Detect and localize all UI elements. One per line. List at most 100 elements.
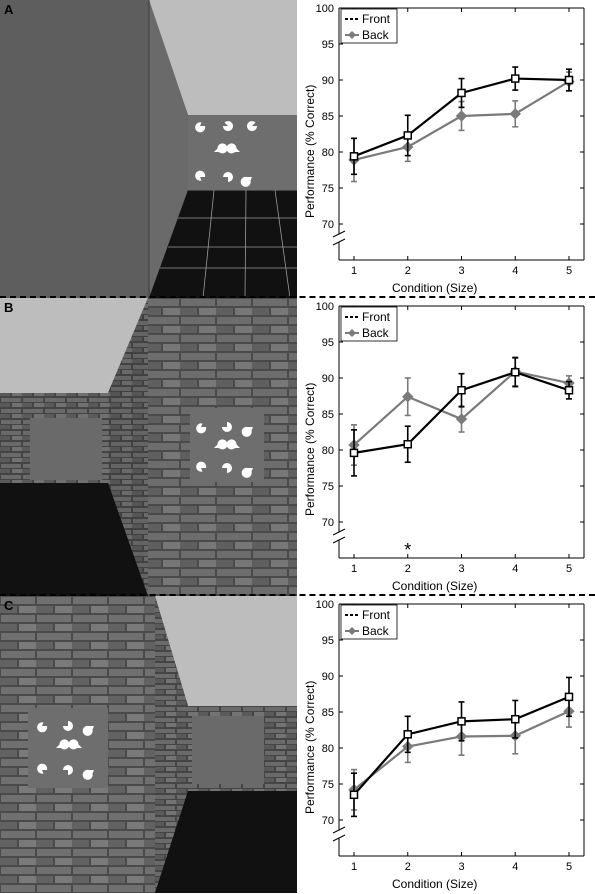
- y-tick-label: 70: [322, 219, 334, 231]
- data-point-back: [455, 110, 468, 122]
- x-tick-label: 4: [512, 563, 518, 575]
- x-tick-label: 3: [458, 563, 464, 575]
- legend-marker-back: [348, 329, 356, 337]
- chart-b: 70 75 80 85 90 95 100 1 2 3 4 5 Front Back * Performan…: [297, 298, 595, 596]
- x-tick-label: 5: [566, 861, 572, 873]
- data-point-front: [403, 439, 412, 449]
- y-tick-label: 95: [322, 337, 334, 349]
- data-point-front: [511, 367, 520, 377]
- legend: Front Back: [340, 604, 398, 640]
- y-tick-label: 100: [316, 301, 334, 313]
- axis-break-mark: [332, 826, 346, 834]
- x-tick-label: 2: [405, 861, 411, 873]
- x-tick-label: 4: [512, 265, 518, 277]
- y-tick-label: 95: [322, 39, 334, 51]
- data-point-back: [455, 413, 468, 425]
- y-tick-label: 85: [322, 111, 334, 123]
- data-point-front: [403, 730, 412, 739]
- data-point-front: [564, 385, 574, 395]
- corridor-scene-b: [0, 298, 297, 596]
- panel-letter-a: A: [4, 2, 14, 17]
- x-tick-label: 3: [458, 265, 464, 277]
- y-tick-label: 100: [316, 599, 334, 611]
- data-point-front: [511, 74, 520, 83]
- data-point-front: [457, 385, 466, 395]
- x-tick-label: 1: [351, 563, 357, 575]
- data-point-front: [457, 88, 466, 98]
- axis-break-mark: [332, 834, 346, 842]
- axis-break-mark: [332, 536, 346, 544]
- x-tick-label: 4: [512, 861, 518, 873]
- legend-marker-back: [348, 31, 356, 39]
- legend-label-front: Front: [362, 12, 391, 26]
- pacman-stimulus-b: [196, 422, 253, 478]
- panel-c: C 70 75 80 85 90 95 100 1 2 3 4 5 Front Back Performa…: [0, 596, 595, 894]
- legend-label-front: Front: [362, 608, 391, 622]
- significance-marker: *: [404, 540, 411, 560]
- chart-c: 70 75 80 85 90 95 100 1 2 3 4 5 Front Back Performanc…: [297, 596, 595, 894]
- legend: Front Back: [340, 8, 398, 44]
- x-axis-label: Condition (Size): [392, 281, 478, 295]
- corridor-scene-a: [0, 0, 297, 298]
- data-point-front: [403, 131, 412, 140]
- axis-break-mark: [332, 528, 346, 536]
- panel-b: B 70 75 80 85 90 95 100 1 2 3 4 5 Front Back * Perform…: [0, 298, 595, 596]
- data-point-back: [402, 391, 414, 403]
- pacman-stimulus-a: [195, 121, 258, 187]
- x-tick-label: 1: [351, 861, 357, 873]
- y-tick-label: 85: [322, 707, 334, 719]
- legend: Front Back: [340, 306, 398, 342]
- scene-image-c: C: [0, 596, 297, 894]
- y-tick-label: 80: [322, 445, 334, 457]
- axis-break-mark: [332, 230, 346, 238]
- y-tick-label: 75: [322, 481, 334, 493]
- data-point-back: [509, 108, 521, 120]
- legend-label-back: Back: [362, 624, 390, 638]
- x-axis-label: Condition (Size): [392, 579, 478, 593]
- data-point-front: [511, 714, 520, 724]
- y-tick-label: 90: [322, 671, 334, 683]
- y-tick-label: 95: [322, 635, 334, 647]
- data-point-front: [349, 152, 359, 161]
- panel-letter-b: B: [4, 300, 14, 315]
- y-tick-label: 80: [322, 743, 334, 755]
- data-point-front: [564, 75, 574, 85]
- y-axis-label: Performance (% Correct): [303, 84, 317, 218]
- legend-label-back: Back: [362, 28, 390, 42]
- x-tick-label: 5: [566, 563, 572, 575]
- legend-marker-back: [348, 627, 356, 635]
- y-tick-label: 90: [322, 373, 334, 385]
- line-chart-c: 70 75 80 85 90 95 100 1 2 3 4 5 Front Back: [316, 599, 585, 873]
- x-tick-label: 2: [405, 265, 411, 277]
- scene-image-a: A: [0, 0, 297, 298]
- data-point-front: [564, 692, 574, 702]
- x-tick-label: 1: [351, 265, 357, 277]
- line-chart-b: 70 75 80 85 90 95 100 1 2 3 4 5 Front Back *: [316, 301, 585, 575]
- y-tick-label: 90: [322, 75, 334, 87]
- y-tick-label: 85: [322, 409, 334, 421]
- y-tick-label: 75: [322, 183, 334, 195]
- y-tick-label: 70: [322, 517, 334, 529]
- legend-label-front: Front: [362, 310, 391, 324]
- y-tick-label: 80: [322, 147, 334, 159]
- y-tick-label: 100: [316, 3, 334, 15]
- x-tick-label: 5: [566, 265, 572, 277]
- y-axis-label: Performance (% Correct): [303, 382, 317, 516]
- panel-letter-c: C: [4, 598, 14, 613]
- y-axis-label: Performance (% Correct): [303, 680, 317, 814]
- chart-a: 70 75 80 85 90 95 100 1 2 3 4 5 Front Back Performanc…: [297, 0, 595, 298]
- axis-break-mark: [332, 238, 346, 246]
- y-tick-label: 75: [322, 779, 334, 791]
- data-point-front: [349, 448, 359, 458]
- x-axis-label: Condition (Size): [392, 877, 478, 891]
- x-tick-label: 2: [405, 563, 411, 575]
- panel-divider: [0, 296, 595, 298]
- pacman-stimulus-c: [37, 721, 94, 780]
- panel-a: A 70 75 80 85 90 95 100 1 2 3 4 5 Front Back Performa…: [0, 0, 595, 298]
- x-tick-label: 3: [458, 861, 464, 873]
- panel-divider: [0, 594, 595, 596]
- legend-label-back: Back: [362, 326, 390, 340]
- data-point-front: [349, 790, 359, 800]
- legend-box: [340, 306, 398, 342]
- line-chart-a: 70 75 80 85 90 95 100 1 2 3 4 5 Front Back: [316, 3, 585, 277]
